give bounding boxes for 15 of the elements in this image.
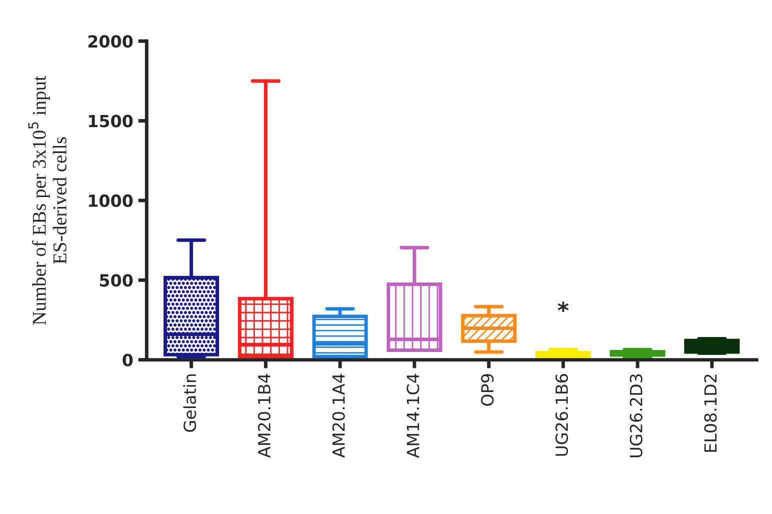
x-tick-label: AM14.1C4 xyxy=(406,374,420,458)
x-tick-label: EL08.1D2 xyxy=(704,374,717,452)
y-tick-label: 1000 xyxy=(88,194,133,208)
x-tick-label: AM20.1A4 xyxy=(332,374,345,458)
y-tick-label: 1500 xyxy=(88,114,133,128)
x-tick-label: OP9 xyxy=(481,374,494,406)
y-tick-label: 2000 xyxy=(88,35,133,48)
y-axis-title: Number of EBs per 3x10$^{5}$ input ES-derived cells xyxy=(28,76,66,325)
x-tick-label: UG26.1B6 xyxy=(555,374,568,456)
x-tick-label: UG26.2D3 xyxy=(630,374,642,458)
x-tick-label: Gelatin xyxy=(183,374,196,432)
y-tick-label: 500 xyxy=(100,274,133,287)
x-tick-label: AM20.1B4 xyxy=(258,374,271,458)
y-tick-label: 0 xyxy=(122,354,133,366)
annotation: * xyxy=(558,302,569,312)
